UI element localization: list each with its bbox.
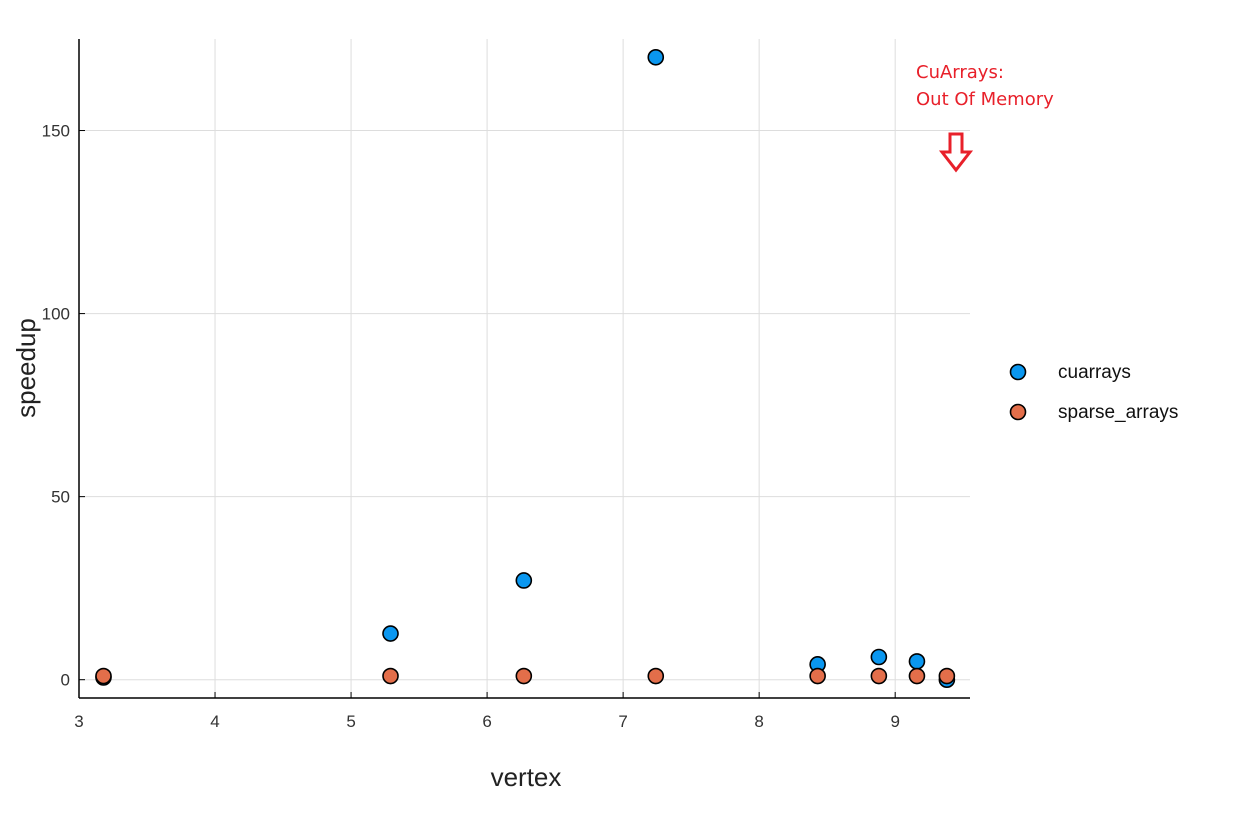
x-axis-title: vertex	[491, 762, 562, 792]
legend: cuarrays sparse_arrays	[1009, 362, 1178, 423]
y-tick-labels: 0 50 100 150	[42, 122, 85, 690]
cuarrays-point	[870, 648, 888, 666]
cuarrays-point	[382, 625, 399, 642]
y-tick-label: 50	[51, 488, 70, 507]
sparse-arrays-point	[647, 667, 665, 685]
sparse-arrays-point	[95, 667, 112, 685]
annotation-line-1: CuArrays:	[916, 62, 1004, 83]
cuarrays-point	[647, 49, 665, 66]
legend-marker-sparse-arrays	[1009, 403, 1027, 421]
sparse-arrays-point	[908, 667, 926, 685]
x-tick-label: 6	[482, 712, 491, 731]
sparse-arrays-point	[809, 667, 826, 685]
x-tick-label: 8	[754, 712, 763, 731]
sparse-arrays-point	[870, 667, 888, 685]
x-tick-label: 3	[74, 712, 83, 731]
y-tick-label: 150	[42, 122, 70, 141]
data-points	[95, 49, 956, 688]
cuarrays-point	[908, 653, 926, 670]
sparse-arrays-point	[938, 667, 956, 685]
x-tick-label: 9	[890, 712, 899, 731]
legend-label-sparse-arrays: sparse_arrays	[1058, 402, 1178, 423]
x-tick-label: 4	[210, 712, 219, 731]
sparse-arrays-point	[515, 667, 533, 685]
legend-marker-cuarrays	[1009, 363, 1027, 381]
cuarrays-point	[515, 572, 533, 589]
down-arrow-icon	[938, 132, 974, 173]
grid-lines	[79, 39, 970, 698]
annotation-line-2: Out Of Memory	[916, 89, 1054, 110]
x-tick-label: 5	[346, 712, 355, 731]
y-tick-label: 0	[61, 671, 70, 690]
y-axis-title: speedup	[11, 318, 41, 418]
axes	[78, 39, 970, 699]
oom-annotation: CuArrays: Out Of Memory	[916, 62, 1054, 173]
x-tick-labels: 3 4 5 6 7 8 9	[74, 692, 900, 731]
x-tick-label: 7	[618, 712, 627, 731]
legend-label-cuarrays: cuarrays	[1058, 362, 1131, 383]
sparse-arrays-point	[382, 667, 399, 685]
y-tick-label: 100	[42, 305, 70, 324]
